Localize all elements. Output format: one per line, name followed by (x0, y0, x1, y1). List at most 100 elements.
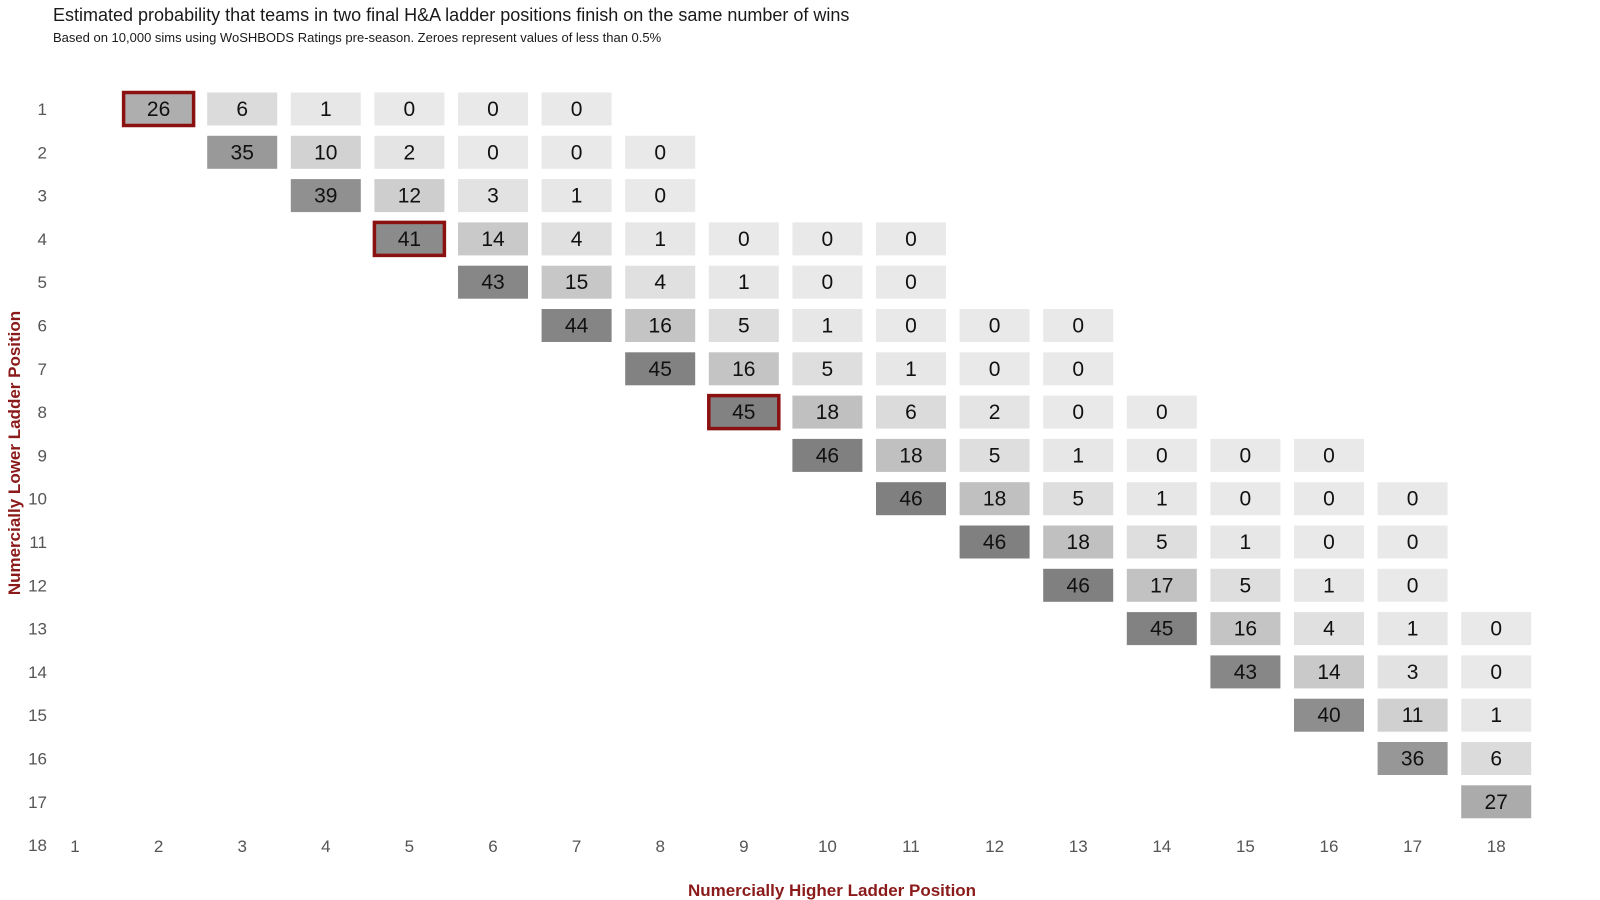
heatmap-cell-value: 10 (314, 141, 337, 164)
heatmap-cell-rect (374, 92, 445, 126)
heatmap-cell: 18 (792, 395, 863, 429)
heatmap-cell-value: 0 (822, 228, 834, 251)
heatmap-cell-rect (625, 309, 696, 342)
heatmap-cell-value: 1 (1490, 704, 1502, 727)
heatmap-cell: 12 (374, 179, 445, 213)
heatmap-cell-value: 45 (732, 401, 755, 424)
heatmap-cell: 41 (372, 220, 447, 258)
heatmap-cell: 45 (1126, 612, 1197, 646)
heatmap-cell-value: 1 (1072, 444, 1084, 467)
heatmap-cell: 15 (541, 265, 612, 299)
heatmap-cell: 35 (207, 135, 278, 169)
y-tick-label: 16 (28, 750, 47, 769)
heatmap-cell-rect (1126, 612, 1197, 646)
heatmap-cell-value: 1 (571, 185, 583, 208)
heatmap-cell-value: 0 (1323, 488, 1335, 511)
heatmap-cell-value: 0 (487, 141, 499, 164)
heatmap-cell-value: 39 (314, 185, 337, 208)
heatmap-cell-value: 17 (1150, 574, 1173, 597)
heatmap-cell: 0 (625, 135, 696, 169)
x-tick-label: 13 (1069, 837, 1088, 856)
heatmap-cell-value: 0 (1240, 488, 1252, 511)
heatmap-cell-value: 0 (571, 98, 583, 121)
x-tick-label: 4 (321, 837, 330, 856)
heatmap-cell-rect (625, 135, 696, 169)
heatmap-cell-value: 0 (989, 315, 1001, 338)
x-tick-label: 11 (902, 837, 920, 856)
heatmap-cell-rect (876, 222, 946, 256)
heatmap-cell: 46 (1043, 568, 1114, 602)
heatmap-cell-rect (1126, 438, 1197, 472)
heatmap-cell-value: 46 (899, 488, 922, 511)
heatmap-cell-rect (1043, 438, 1114, 472)
heatmap-cell-rect (959, 438, 1030, 472)
heatmap-cell-value: 0 (654, 141, 666, 164)
heatmap-cell: 6 (876, 395, 946, 429)
heatmap-cell-rect (1461, 698, 1532, 732)
heatmap-cell-rect (458, 265, 528, 299)
heatmap-cell-rect (1043, 309, 1114, 342)
heatmap-cell-value: 15 (565, 271, 588, 294)
heatmap-cell-value: 5 (1240, 574, 1252, 597)
heatmap-cell-rect (1377, 482, 1448, 516)
heatmap-cell-rect (1377, 568, 1448, 602)
heatmap-cell: 0 (1461, 612, 1532, 646)
heatmap-cell-value: 0 (905, 228, 917, 251)
heatmap-cell-value: 16 (732, 358, 755, 381)
heatmap-cell: 44 (541, 309, 612, 342)
heatmap-cell-rect (959, 482, 1030, 516)
heatmap-cell: 0 (1126, 438, 1197, 472)
heatmap-cell: 46 (792, 438, 863, 472)
heatmap-cell-rect (1043, 568, 1114, 602)
heatmap-cell: 14 (458, 222, 528, 256)
heatmap-cell-rect (541, 222, 612, 256)
heatmap-cell-value: 18 (816, 401, 839, 424)
x-tick-label: 1 (70, 837, 79, 856)
heatmap-cell: 0 (1043, 352, 1114, 386)
heatmap-cell: 39 (290, 179, 361, 213)
heatmap-cell: 18 (876, 438, 946, 472)
heatmap-cell-value: 1 (320, 98, 332, 121)
heatmap-cell-rect (541, 309, 612, 342)
heatmap-cell-value: 43 (1234, 661, 1257, 684)
heatmap-cell: 18 (1043, 525, 1114, 559)
heatmap-cell-value: 0 (1156, 444, 1168, 467)
heatmap-cell: 0 (1210, 438, 1281, 472)
heatmap-cell-rect (1043, 525, 1114, 559)
y-tick-label: 9 (38, 446, 47, 465)
heatmap-cell-rect (708, 265, 779, 299)
heatmap-cell-value: 46 (1067, 574, 1090, 597)
heatmap-cell-rect (1043, 352, 1114, 386)
x-tick-label: 5 (405, 837, 414, 856)
heatmap-cell-value: 0 (1156, 401, 1168, 424)
heatmap-cell: 0 (1126, 395, 1197, 429)
heatmap-cell: 0 (959, 309, 1030, 342)
heatmap-cell: 0 (458, 135, 528, 169)
heatmap-cell-value: 16 (1234, 618, 1257, 641)
heatmap-cell-value: 14 (481, 228, 505, 251)
heatmap-cell: 5 (708, 309, 779, 342)
heatmap-cell-value: 0 (905, 271, 917, 294)
heatmap-cell-value: 0 (487, 98, 499, 121)
heatmap-cell: 0 (792, 222, 863, 256)
heatmap-cell-rect (541, 179, 612, 213)
heatmap-cell-value: 0 (1490, 618, 1502, 641)
x-tick-label: 17 (1403, 837, 1422, 856)
heatmap-cell-value: 27 (1485, 791, 1508, 814)
heatmap-cell-value: 5 (738, 315, 750, 338)
y-tick-label: 14 (28, 663, 47, 682)
heatmap-cell: 43 (458, 265, 528, 299)
y-tick-label: 10 (28, 490, 47, 509)
heatmap-cell-rect (1126, 482, 1197, 516)
heatmap-cell: 0 (374, 92, 445, 126)
heatmap-cell-value: 1 (1323, 574, 1335, 597)
heatmap-cell-rect (1294, 525, 1364, 559)
heatmap-cell: 5 (792, 352, 863, 386)
heatmap-cell: 27 (1461, 785, 1532, 819)
heatmap-cell: 6 (1461, 742, 1532, 775)
y-tick-label: 5 (38, 273, 47, 292)
heatmap-cell: 0 (1043, 395, 1114, 429)
heatmap-cell-rect (1126, 525, 1197, 559)
heatmap-cell: 5 (1043, 482, 1114, 516)
heatmap-cell: 1 (625, 222, 696, 256)
